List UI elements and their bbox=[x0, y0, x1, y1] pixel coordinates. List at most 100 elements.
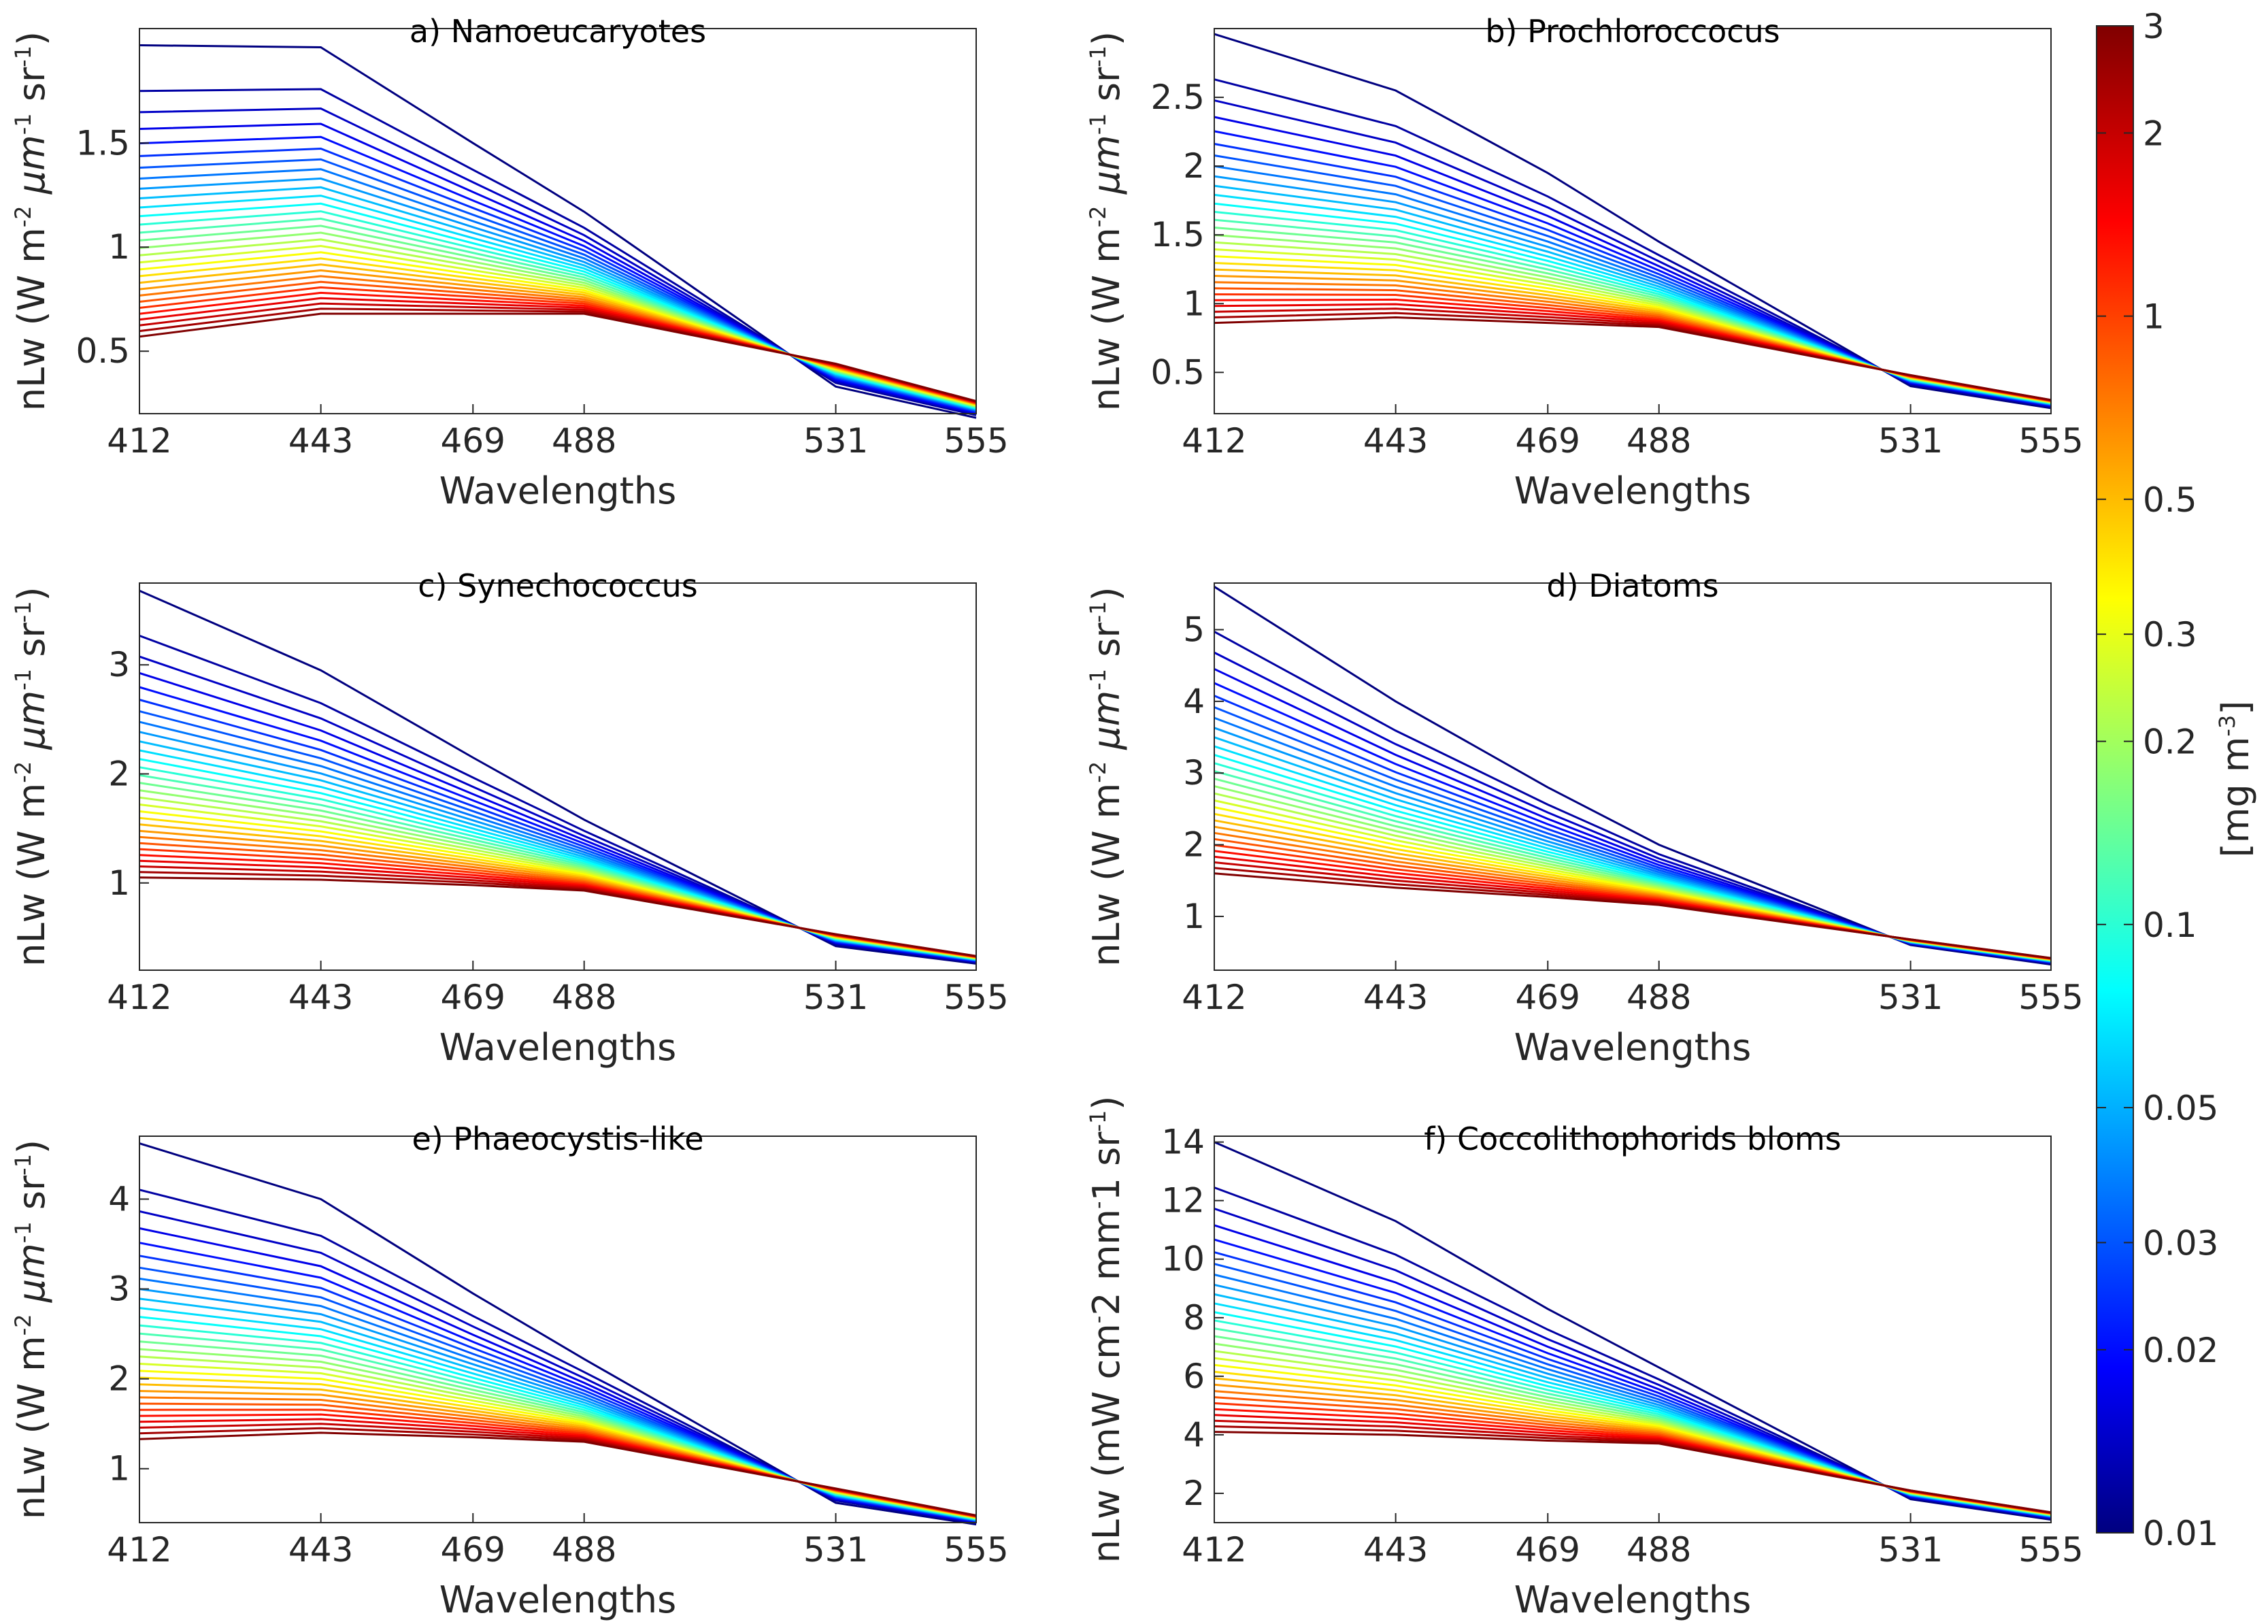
colorbar-tick-label: 3 bbox=[2143, 7, 2165, 46]
x-tick-label: 555 bbox=[2018, 1530, 2083, 1570]
panel-title-a: a) Nanoeucaryotes bbox=[410, 13, 706, 50]
panel-title-f: f) Coccolithophorids bloms bbox=[1424, 1121, 1841, 1157]
spectrum-line bbox=[139, 1431, 977, 1517]
y-tick-label: 14 bbox=[1161, 1123, 1205, 1162]
x-tick-label: 412 bbox=[107, 1530, 171, 1570]
x-tick-label: 488 bbox=[1627, 978, 1691, 1017]
x-axis-label-a: Wavelengths bbox=[439, 469, 676, 512]
x-tick-label: 443 bbox=[288, 421, 353, 461]
x-ticks-d: 412 443 469 488 531 555 bbox=[1182, 961, 2084, 1017]
y-tick-label: 3 bbox=[108, 645, 130, 684]
panel-title-d: d) Diatoms bbox=[1546, 567, 1718, 604]
spectrum-line bbox=[139, 1227, 977, 1523]
axes-frame-a bbox=[139, 28, 977, 414]
x-tick-label: 555 bbox=[2018, 421, 2083, 461]
axes-frame-d bbox=[1214, 582, 2052, 971]
x-tick-label: 443 bbox=[288, 978, 353, 1017]
y-tick-label: 1 bbox=[1183, 897, 1205, 936]
spectrum-line bbox=[1214, 706, 2052, 963]
axes-frame-e bbox=[139, 1136, 977, 1523]
panel-d: 1 2 3 4 5 412 443 469 488 531 555 d) Diatoms Wave… bbox=[1085, 567, 2084, 1069]
y-tick-label: 2 bbox=[108, 1359, 130, 1399]
y-tick-label: 1 bbox=[108, 863, 130, 903]
y-tick-label: 1 bbox=[108, 227, 130, 267]
y-tick-label: 1.5 bbox=[76, 123, 130, 163]
x-tick-label: 488 bbox=[1627, 1530, 1691, 1570]
panel-a: 0.5 1 1.5 412 443 469 488 531 555 a) Nanoeucary… bbox=[10, 13, 1009, 512]
x-tick-label: 531 bbox=[803, 1530, 868, 1570]
x-tick-label: 555 bbox=[944, 978, 1008, 1017]
y-tick-label: 4 bbox=[1183, 682, 1205, 721]
spectrum-line bbox=[139, 44, 977, 419]
colorbar-tick-label: 0.2 bbox=[2143, 723, 2197, 762]
x-tick-label: 488 bbox=[1627, 421, 1691, 461]
spectrum-line bbox=[1214, 1141, 2052, 1521]
axes-frame-c bbox=[139, 582, 977, 971]
spectrum-line bbox=[1214, 78, 2052, 408]
y-tick-label: 1.5 bbox=[1150, 215, 1205, 254]
spectrum-line bbox=[139, 312, 977, 403]
colorbar-tick-label: 0.01 bbox=[2143, 1514, 2218, 1553]
y-ticks-b: 0.5 1 1.5 2 2.5 bbox=[1150, 78, 1224, 392]
x-tick-label: 531 bbox=[1878, 978, 1943, 1017]
spectrum-line bbox=[1214, 316, 2052, 401]
spectrum-line bbox=[139, 1142, 977, 1526]
colorbar-ticks: 0.01 0.02 0.03 0.05 0.1 0.2 0.3 0.5 1 2 3 bbox=[2097, 7, 2218, 1553]
spectrum-line bbox=[1214, 1431, 2052, 1514]
x-tick-label: 469 bbox=[441, 978, 505, 1017]
x-tick-label: 412 bbox=[1182, 978, 1246, 1017]
panel-title-b: b) Prochloroccocus bbox=[1485, 13, 1780, 50]
panel-f: 2 4 6 8 10 12 14 412 443 469 488 531 555 f) Coccoli… bbox=[1085, 1096, 2084, 1621]
axes-frame-f bbox=[1214, 1136, 2052, 1523]
spectrum-line bbox=[1214, 1224, 2052, 1519]
x-tick-label: 469 bbox=[1516, 1530, 1580, 1570]
panel-title-c: c) Synechococcus bbox=[418, 567, 697, 604]
x-axis-label-e: Wavelengths bbox=[439, 1578, 676, 1621]
x-tick-label: 412 bbox=[1182, 1530, 1246, 1570]
curves-e bbox=[139, 1142, 977, 1526]
x-tick-label: 443 bbox=[1363, 421, 1428, 461]
x-tick-label: 531 bbox=[803, 978, 868, 1017]
x-tick-label: 443 bbox=[1363, 978, 1428, 1017]
y-tick-label: 3 bbox=[108, 1270, 130, 1309]
y-tick-label: 12 bbox=[1161, 1181, 1205, 1221]
x-ticks-f: 412 443 469 488 531 555 bbox=[1182, 1513, 2084, 1570]
x-ticks-c: 412 443 469 488 531 555 bbox=[107, 961, 1009, 1017]
colorbar-tick-label: 0.03 bbox=[2143, 1223, 2218, 1263]
spectrum-line bbox=[139, 589, 977, 965]
x-ticks-b: 412 443 469 488 531 555 bbox=[1182, 404, 2084, 461]
x-tick-label: 443 bbox=[288, 1530, 353, 1570]
spectrum-line bbox=[1214, 819, 2052, 961]
colorbar-gradient bbox=[2096, 25, 2134, 1534]
colorbar-tick-label: 0.5 bbox=[2143, 480, 2197, 520]
x-tick-label: 555 bbox=[944, 1530, 1008, 1570]
spectrum-line bbox=[1214, 631, 2052, 965]
spectrum-line bbox=[1214, 154, 2052, 406]
y-tick-label: 2 bbox=[108, 754, 130, 793]
x-axis-label-c: Wavelengths bbox=[439, 1026, 676, 1069]
spectrum-line bbox=[139, 107, 977, 415]
colorbar-tick-label: 1 bbox=[2143, 297, 2165, 337]
colorbar: 0.01 0.02 0.03 0.05 0.1 0.2 0.3 0.5 1 2 3 [mg m-3] bbox=[2096, 7, 2257, 1553]
curves-b bbox=[1214, 33, 2052, 410]
y-ticks-f: 2 4 6 8 10 12 14 bbox=[1161, 1123, 1224, 1513]
x-axis-label-b: Wavelengths bbox=[1514, 469, 1751, 512]
spectrum-line bbox=[1214, 33, 2052, 410]
x-tick-label: 469 bbox=[1516, 421, 1580, 461]
y-tick-label: 6 bbox=[1183, 1357, 1205, 1396]
y-axis-label-b: nLw (W m-2 μm-1 sr-1) bbox=[1085, 31, 1128, 411]
spectrum-line bbox=[1214, 716, 2052, 963]
y-tick-label: 4 bbox=[108, 1179, 130, 1219]
x-axis-label-f: Wavelengths bbox=[1514, 1578, 1751, 1621]
spectrum-line bbox=[139, 1210, 977, 1524]
y-tick-label: 10 bbox=[1161, 1240, 1205, 1279]
x-tick-label: 488 bbox=[552, 1530, 616, 1570]
spectrum-line bbox=[1214, 586, 2052, 966]
y-tick-label: 2.5 bbox=[1150, 78, 1205, 117]
spectrum-line bbox=[1214, 736, 2052, 963]
y-tick-label: 2 bbox=[1183, 1474, 1205, 1513]
spectrum-line bbox=[139, 88, 977, 416]
x-ticks-e: 412 443 469 488 531 555 bbox=[107, 1513, 1009, 1570]
y-axis-label-c: nLw (W m-2 μm-1 sr-1) bbox=[10, 586, 53, 966]
